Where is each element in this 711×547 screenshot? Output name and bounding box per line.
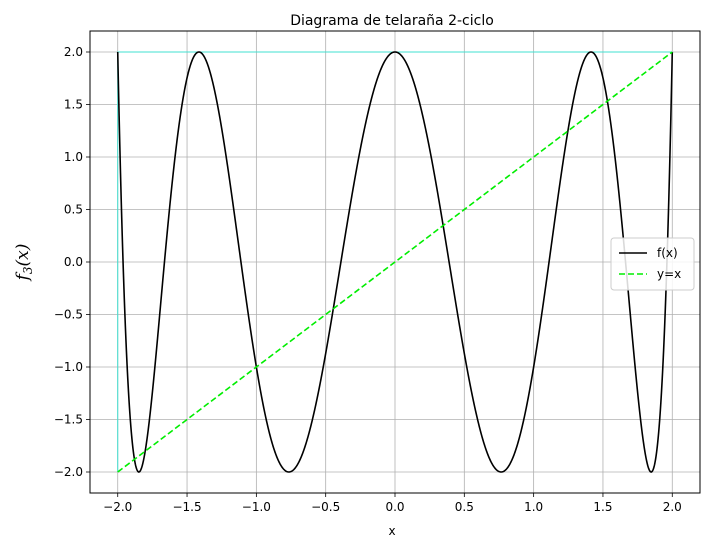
x-tick-label: 1.5: [593, 500, 612, 514]
y-tick-label: 2.0: [64, 45, 83, 59]
y-tick-label: −0.5: [54, 308, 83, 322]
y-axis-label: f3(x): [13, 244, 35, 283]
x-tick-label: 0.0: [385, 500, 404, 514]
legend: f(x) y=x: [610, 237, 695, 291]
y-axis-label-sub: 3: [21, 266, 35, 274]
y-tick-label: −1.5: [54, 413, 83, 427]
y-axis-ticks: −2.0 −1.5 −1.0 −0.5 0.0 0.5 1.0 1.5 2.0: [54, 45, 90, 479]
y-tick-label: −2.0: [54, 465, 83, 479]
x-axis-ticks: −2.0 −1.5 −1.0 −0.5 0.0 0.5 1.0 1.5 2.0: [103, 493, 682, 514]
y-tick-label: 0.5: [64, 203, 83, 217]
x-tick-label: −2.0: [103, 500, 132, 514]
x-tick-label: −1.0: [242, 500, 271, 514]
legend-entry: f(x): [657, 246, 678, 260]
y-axis-label-arg: (x): [13, 244, 33, 267]
y-tick-label: 1.0: [64, 150, 83, 164]
y-tick-label: 1.5: [64, 98, 83, 112]
x-tick-label: 2.0: [663, 500, 682, 514]
chart-title: Diagrama de telaraña 2-ciclo: [290, 13, 494, 29]
legend-entry: y=x: [657, 267, 681, 281]
x-tick-label: 0.5: [455, 500, 474, 514]
cobweb-path-1: [117, 51, 673, 472]
x-tick-label: −1.5: [172, 500, 201, 514]
legend-box: [610, 237, 695, 291]
series-lines: [116, 51, 674, 473]
x-tick-label: −0.5: [311, 500, 340, 514]
x-axis-label: x: [388, 524, 395, 538]
x-tick-label: 1.0: [524, 500, 543, 514]
y-axis-label-base: f: [13, 271, 33, 282]
y-tick-label: 0.0: [64, 255, 83, 269]
y-tick-label: −1.0: [54, 360, 83, 374]
series-line-identity: [117, 51, 673, 473]
series-line-fx: [116, 51, 674, 473]
cobweb-lines: [117, 51, 673, 472]
